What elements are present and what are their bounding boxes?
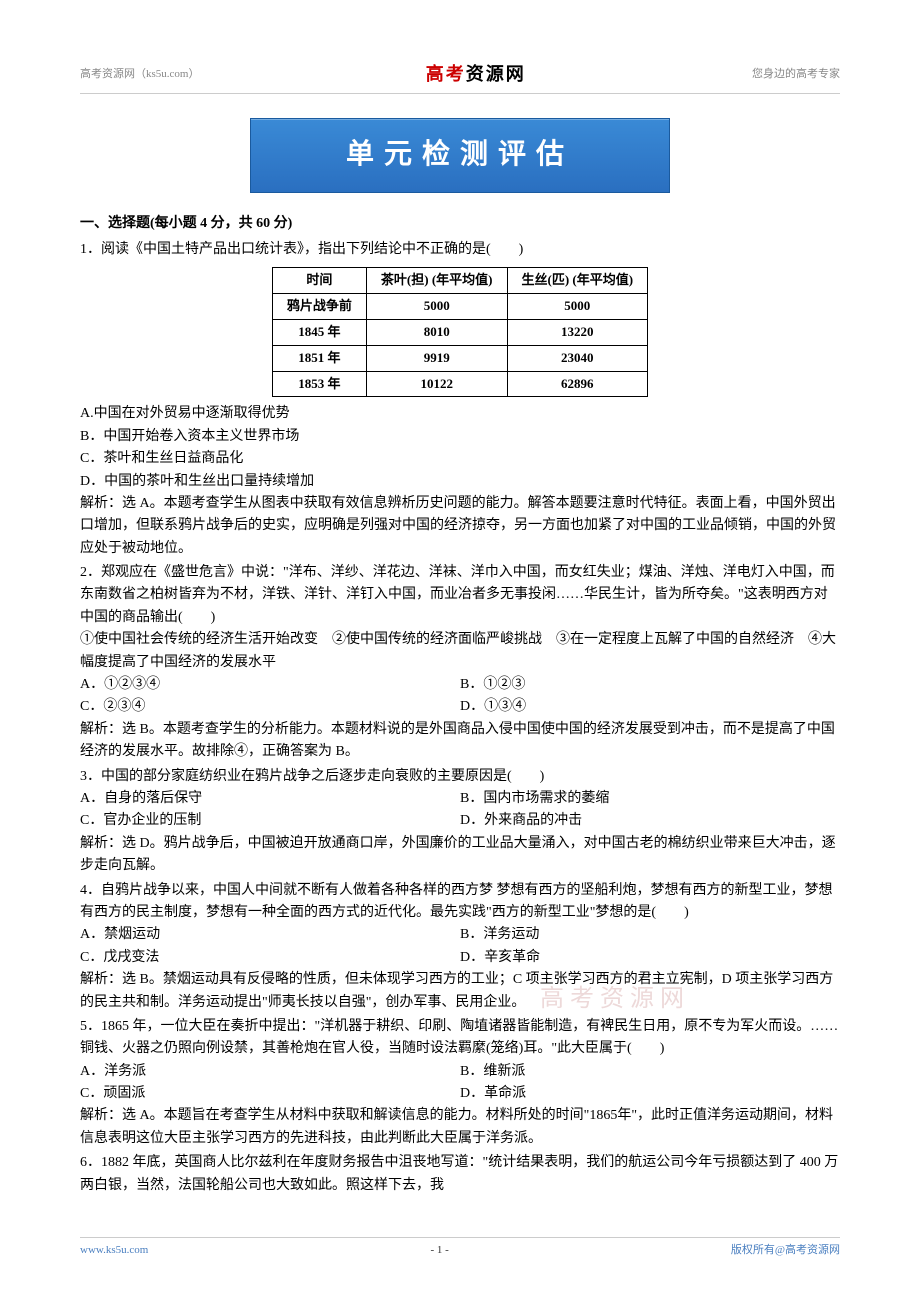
question-6: 6．1882 年底，英国商人比尔兹利在年度财务报告中沮丧地写道："统计结果表明，… xyxy=(80,1152,840,1197)
q1-r0c1: 5000 xyxy=(366,294,507,320)
q1-optB: B．中国开始卷入资本主义世界市场 xyxy=(80,426,840,448)
q3-optD: D．外来商品的冲击 xyxy=(460,810,840,832)
q4-optD: D．辛亥革命 xyxy=(460,947,840,969)
q1-stem: 1．阅读《中国土特产品出口统计表》，指出下列结论中不正确的是( ) xyxy=(80,239,840,261)
q3-optA: A．自身的落后保守 xyxy=(80,788,460,810)
q1-r3c2: 62896 xyxy=(507,371,648,397)
header-left: 高考资源网（ks5u.com） xyxy=(80,66,199,84)
unit-test-banner: 单元检测评估 xyxy=(250,118,670,193)
q3-stem: 3．中国的部分家庭纺织业在鸦片战争之后逐步走向衰败的主要原因是( ) xyxy=(80,766,840,788)
q2-optA: A．①②③④ xyxy=(80,674,460,696)
q5-analysis: 解析：选 A。本题旨在考查学生从材料中获取和解读信息的能力。材料所处的时间"18… xyxy=(80,1105,840,1150)
q5-stem: 5．1865 年，一位大臣在奏折中提出："洋机器于耕织、印刷、陶埴诸器皆能制造，… xyxy=(80,1016,840,1061)
q1-r3c0: 1853 年 xyxy=(272,371,366,397)
q1-r0c0: 鸦片战争前 xyxy=(272,294,366,320)
header-center-black: 资源网 xyxy=(466,64,526,84)
q1-r1c1: 8010 xyxy=(366,319,507,345)
q5-optD: D．革命派 xyxy=(460,1083,840,1105)
q5-optC: C．顽固派 xyxy=(80,1083,460,1105)
q1-r0c2: 5000 xyxy=(507,294,648,320)
q3-analysis: 解析：选 D。鸦片战争后，中国被迫开放通商口岸，外国廉价的工业品大量涌入，对中国… xyxy=(80,833,840,878)
q1-th-2: 生丝(匹) (年平均值) xyxy=(507,268,648,294)
q1-th-0: 时间 xyxy=(272,268,366,294)
q2-stem-1: 2．郑观应在《盛世危言》中说："洋布、洋纱、洋花边、洋袜、洋巾入中国，而女红失业… xyxy=(80,562,840,629)
question-5: 5．1865 年，一位大臣在奏折中提出："洋机器于耕织、印刷、陶埴诸器皆能制造，… xyxy=(80,1016,840,1150)
q5-optB: B．维新派 xyxy=(460,1061,840,1083)
q1-r2c1: 9919 xyxy=(366,345,507,371)
q4-stem: 4．自鸦片战争以来，中国人中间就不断有人做着各种各样的西方梦 梦想有西方的坚船利… xyxy=(80,880,840,925)
q2-stem-2: ①使中国社会传统的经济生活开始改变 ②使中国传统的经济面临严峻挑战 ③在一定程度… xyxy=(80,629,840,674)
q1-r1c2: 13220 xyxy=(507,319,648,345)
q5-optA: A．洋务派 xyxy=(80,1061,460,1083)
q2-analysis: 解析：选 B。本题考查学生的分析能力。本题材料说的是外国商品入侵中国使中国的经济… xyxy=(80,719,840,764)
q1-optA: A.中国在对外贸易中逐渐取得优势 xyxy=(80,403,840,425)
q3-optB: B．国内市场需求的萎缩 xyxy=(460,788,840,810)
header-center: 高考资源网 xyxy=(426,60,526,89)
question-2: 2．郑观应在《盛世危言》中说："洋布、洋纱、洋花边、洋袜、洋巾入中国，而女红失业… xyxy=(80,562,840,764)
header-right: 您身边的高考专家 xyxy=(752,66,840,84)
q1-r2c2: 23040 xyxy=(507,345,648,371)
q4-analysis: 解析：选 B。禁烟运动具有反侵略的性质，但未体现学习西方的工业；C 项主张学习西… xyxy=(80,969,840,1014)
q4-optA: A．禁烟运动 xyxy=(80,924,460,946)
q1-optC: C．茶叶和生丝日益商品化 xyxy=(80,448,840,470)
q1-r2c0: 1851 年 xyxy=(272,345,366,371)
q1-th-1: 茶叶(担) (年平均值) xyxy=(366,268,507,294)
q1-r3c1: 10122 xyxy=(366,371,507,397)
footer-page-number: - 1 - xyxy=(430,1242,448,1260)
footer-left: www.ks5u.com xyxy=(80,1242,148,1260)
q1-analysis: 解析：选 A。本题考查学生从图表中获取有效信息辨析历史问题的能力。解答本题要注意… xyxy=(80,493,840,560)
q4-optB: B．洋务运动 xyxy=(460,924,840,946)
q2-optB: B．①②③ xyxy=(460,674,840,696)
section-1-title: 一、选择题(每小题 4 分，共 60 分) xyxy=(80,213,840,235)
page-footer: www.ks5u.com - 1 - 版权所有@高考资源网 xyxy=(80,1237,840,1260)
question-3: 3．中国的部分家庭纺织业在鸦片战争之后逐步走向衰败的主要原因是( ) A．自身的… xyxy=(80,766,840,878)
question-1: 1．阅读《中国土特产品出口统计表》，指出下列结论中不正确的是( ) 时间 茶叶(… xyxy=(80,239,840,560)
footer-right: 版权所有@高考资源网 xyxy=(731,1242,840,1260)
page-header: 高考资源网（ks5u.com） 高考资源网 您身边的高考专家 xyxy=(80,60,840,94)
q1-optD: D．中国的茶叶和生丝出口量持续增加 xyxy=(80,471,840,493)
q1-table: 时间 茶叶(担) (年平均值) 生丝(匹) (年平均值) 鸦片战争前 5000 … xyxy=(272,267,648,397)
q1-r1c0: 1845 年 xyxy=(272,319,366,345)
q2-optD: D．①③④ xyxy=(460,696,840,718)
q2-optC: C．②③④ xyxy=(80,696,460,718)
q3-optC: C．官办企业的压制 xyxy=(80,810,460,832)
header-center-red: 高考 xyxy=(426,64,466,84)
q6-stem: 6．1882 年底，英国商人比尔兹利在年度财务报告中沮丧地写道："统计结果表明，… xyxy=(80,1152,840,1197)
q4-optC: C．戊戌变法 xyxy=(80,947,460,969)
question-4: 4．自鸦片战争以来，中国人中间就不断有人做着各种各样的西方梦 梦想有西方的坚船利… xyxy=(80,880,840,1014)
